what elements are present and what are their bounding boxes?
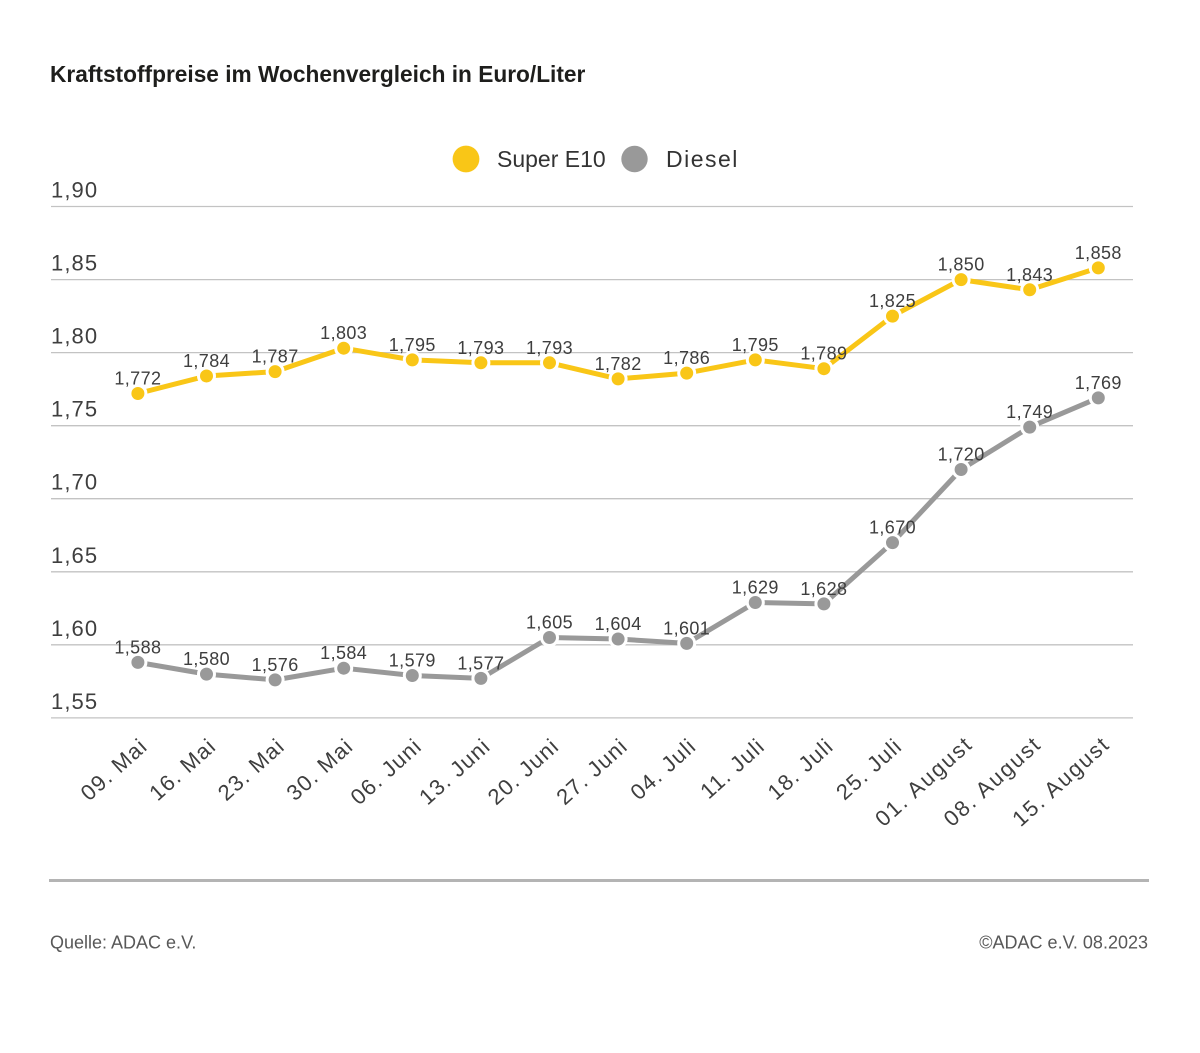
svg-text:1,789: 1,789 — [800, 344, 847, 364]
svg-text:1,85: 1,85 — [51, 251, 98, 276]
svg-text:1,749: 1,749 — [1006, 402, 1053, 422]
svg-text:1,588: 1,588 — [114, 637, 161, 657]
svg-text:1,577: 1,577 — [457, 653, 504, 673]
svg-text:1,782: 1,782 — [595, 354, 642, 374]
svg-text:1,75: 1,75 — [51, 397, 98, 422]
svg-text:1,629: 1,629 — [732, 578, 779, 598]
svg-text:1,60: 1,60 — [51, 616, 98, 641]
svg-text:Kraftstoffpreise im Wochenverg: Kraftstoffpreise im Wochenvergleich in E… — [50, 61, 586, 87]
svg-text:1,628: 1,628 — [800, 579, 847, 599]
svg-text:Diesel: Diesel — [666, 146, 739, 172]
svg-text:1,793: 1,793 — [526, 338, 573, 358]
svg-text:1,795: 1,795 — [732, 335, 779, 355]
svg-text:1,90: 1,90 — [51, 178, 98, 203]
svg-text:1,772: 1,772 — [114, 369, 161, 389]
svg-text:1,843: 1,843 — [1006, 265, 1053, 285]
svg-text:1,670: 1,670 — [869, 518, 916, 538]
svg-text:1,858: 1,858 — [1075, 243, 1122, 263]
svg-text:1,786: 1,786 — [663, 348, 710, 368]
svg-text:1,720: 1,720 — [938, 445, 985, 465]
svg-text:1,601: 1,601 — [663, 618, 710, 638]
svg-text:1,579: 1,579 — [389, 651, 436, 671]
svg-text:Quelle: ADAC e.V.: Quelle: ADAC e.V. — [50, 933, 196, 953]
svg-text:1,80: 1,80 — [51, 324, 98, 349]
svg-text:1,605: 1,605 — [526, 613, 573, 633]
svg-text:1,825: 1,825 — [869, 291, 916, 311]
svg-text:1,793: 1,793 — [457, 338, 504, 358]
svg-text:1,55: 1,55 — [51, 689, 98, 714]
svg-text:1,604: 1,604 — [595, 614, 642, 634]
svg-text:1,65: 1,65 — [51, 543, 98, 568]
svg-text:©ADAC e.V. 08.2023: ©ADAC e.V. 08.2023 — [979, 933, 1148, 953]
svg-text:1,803: 1,803 — [320, 323, 367, 343]
svg-text:1,795: 1,795 — [389, 335, 436, 355]
svg-text:1,784: 1,784 — [183, 351, 230, 371]
svg-text:1,580: 1,580 — [183, 649, 230, 669]
svg-text:1,70: 1,70 — [51, 470, 98, 495]
svg-text:1,787: 1,787 — [252, 347, 299, 367]
svg-text:1,769: 1,769 — [1075, 373, 1122, 393]
svg-text:1,850: 1,850 — [938, 255, 985, 275]
svg-text:Super E10: Super E10 — [497, 146, 606, 172]
svg-text:1,576: 1,576 — [252, 655, 299, 675]
svg-text:1,584: 1,584 — [320, 643, 367, 663]
